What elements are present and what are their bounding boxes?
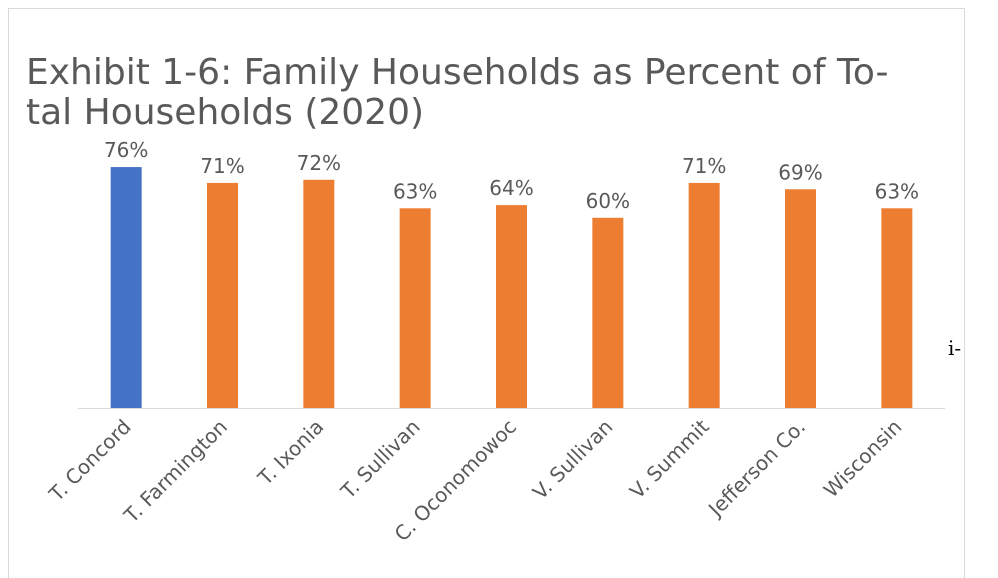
data-label: 71% (682, 154, 726, 178)
chart-title-line: tal Households (2020) (26, 92, 424, 133)
bar (110, 167, 142, 408)
data-label: 71% (200, 154, 244, 178)
bar (207, 182, 238, 408)
bar (592, 217, 624, 408)
bar (399, 208, 431, 408)
data-label: 63% (875, 179, 919, 203)
bar (303, 179, 335, 408)
bar (785, 189, 816, 408)
bar (688, 182, 720, 408)
annotation: i- (948, 336, 961, 360)
data-label: 76% (104, 138, 148, 162)
data-label: 63% (393, 179, 437, 203)
bar (881, 208, 913, 408)
data-label: 69% (778, 160, 822, 184)
chart-title-line: Exhibit 1-6: Family Households as Percen… (26, 52, 889, 93)
data-label: 64% (489, 176, 533, 200)
data-label: 60% (586, 189, 630, 213)
data-label: 72% (297, 151, 341, 175)
bar (496, 205, 527, 408)
